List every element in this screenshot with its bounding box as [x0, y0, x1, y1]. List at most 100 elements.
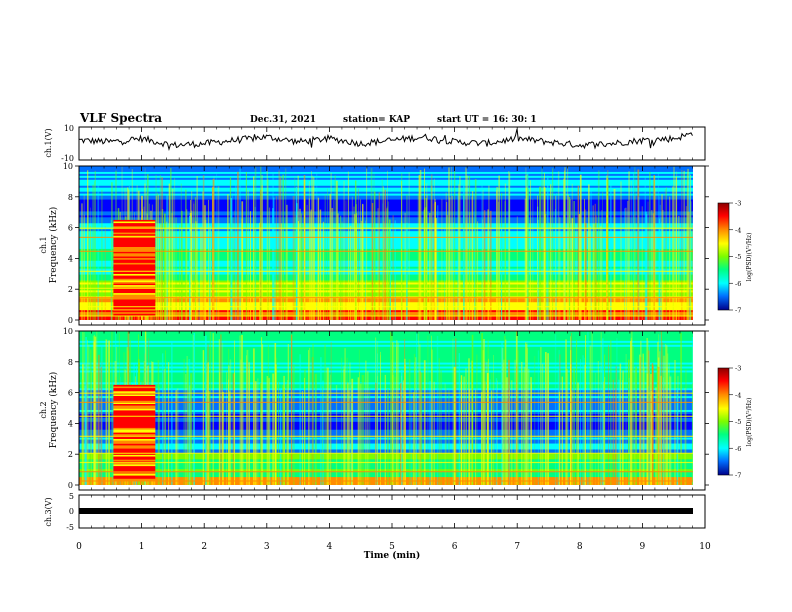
- spectrogram-streak: [317, 224, 319, 320]
- colorbar-tick-label: -5: [735, 418, 741, 426]
- ch1-ylabel: ch.1(V): [44, 128, 53, 157]
- spectrogram-burst: [113, 384, 156, 387]
- spectrogram-streak: [615, 365, 617, 485]
- spectrogram-streak: [412, 392, 415, 485]
- spectrogram-streak: [631, 340, 633, 485]
- spectrogram-burst: [113, 237, 156, 240]
- spectrogram-band: [79, 270, 693, 274]
- spectrogram-streak: [327, 188, 328, 320]
- spectrogram-band: [79, 370, 693, 374]
- spectrogram-streak: [575, 225, 577, 320]
- spectrogram-streak: [547, 353, 549, 485]
- spectrogram-band: [79, 380, 693, 383]
- spectrogram-streak: [504, 201, 506, 320]
- spectrogram-streak: [375, 382, 377, 485]
- spectrogram-streak: [468, 358, 470, 485]
- spectrogram-streak: [168, 362, 170, 485]
- spectrogram-streak: [228, 365, 230, 485]
- ch3-ylabel: ch.3(V): [44, 497, 53, 526]
- ch2-spectrogram: [79, 331, 693, 485]
- spectrogram-streak: [303, 179, 306, 320]
- spectrogram-streak: [433, 203, 435, 320]
- spectrogram-burst: [113, 229, 156, 232]
- spectrogram-streak: [384, 374, 386, 485]
- spectrogram-streak: [460, 375, 463, 485]
- spectrogram-streak: [286, 391, 288, 485]
- spectrogram-band: [79, 248, 693, 252]
- spectrogram-streak: [386, 206, 388, 320]
- spectrogram-streak: [642, 353, 644, 485]
- spectrogram-streak: [380, 351, 381, 485]
- spectrogram-streak: [465, 167, 467, 320]
- spectrogram-streak: [589, 345, 592, 485]
- spectrogram-streak: [688, 173, 691, 320]
- spectrogram-streak: [602, 381, 605, 485]
- spectrogram-band: [79, 288, 693, 291]
- spectrogram-streak: [200, 227, 202, 320]
- spectrogram-streak: [189, 216, 191, 320]
- spectrogram-streak: [458, 353, 460, 485]
- spectrogram-burst: [113, 412, 156, 415]
- freq-tick-label: 2: [68, 285, 73, 294]
- spectrogram-band: [79, 166, 693, 169]
- spectrogram-streak: [491, 372, 493, 485]
- spectrogram-streak: [267, 378, 270, 485]
- spectrogram-burst: [113, 278, 156, 281]
- spectrogram-streak: [219, 372, 221, 485]
- spectrogram-streak: [632, 215, 634, 320]
- spectrogram-burst: [113, 426, 156, 429]
- spectrogram-streak: [427, 335, 429, 485]
- spectrogram-streak: [312, 344, 314, 485]
- spectrogram-burst: [113, 478, 156, 481]
- spectrogram-streak: [83, 194, 85, 320]
- spectrogram-streak: [346, 357, 348, 485]
- spectrogram-streak: [208, 199, 209, 320]
- spectrogram-streak: [314, 226, 316, 320]
- spectrogram-streak: [425, 198, 427, 320]
- spectrogram-streak: [250, 211, 251, 320]
- spectrogram-band: [79, 471, 693, 474]
- spectrogram-streak: [188, 385, 191, 485]
- spectrogram-streak: [634, 167, 636, 320]
- spectrogram-streak: [286, 204, 288, 320]
- spectrogram-streak: [157, 194, 159, 320]
- spectrogram-band: [79, 340, 693, 344]
- spectrogram-band: [79, 402, 693, 405]
- spectrogram-streak: [597, 361, 599, 485]
- spectrogram-streak: [408, 172, 410, 320]
- spectrogram-streak: [426, 206, 427, 320]
- spectrogram-band: [79, 272, 693, 276]
- spectrogram-streak: [597, 192, 599, 320]
- spectrogram-streak: [578, 214, 580, 320]
- spectrogram-band: [79, 479, 693, 482]
- spectrogram-streak: [401, 173, 403, 320]
- spectrogram-streak: [100, 346, 103, 485]
- spectrogram-streak: [161, 209, 164, 320]
- spectrogram-band: [79, 419, 693, 423]
- spectrogram-streak: [508, 171, 510, 320]
- ch1-waveform-panel: 10 -10 ch.1(V): [44, 124, 706, 163]
- spectrogram-streak: [624, 208, 625, 320]
- spectrogram-streak: [541, 168, 543, 320]
- ch1-ytick-bottom: -10: [61, 154, 74, 163]
- spectrogram-streak: [343, 180, 345, 320]
- spectrogram-streak: [649, 345, 650, 485]
- spectrogram-streak: [436, 218, 437, 320]
- spectrogram-streak: [602, 338, 604, 485]
- spectrogram-streak: [351, 196, 353, 320]
- freq-tick-label: 6: [68, 224, 73, 233]
- spectrogram-streak: [285, 168, 287, 320]
- spectrogram-burst: [113, 272, 156, 275]
- spectrogram-streak: [321, 386, 323, 485]
- spectrogram-streak: [517, 350, 519, 485]
- spectrogram-streak: [554, 209, 556, 320]
- spectrogram-streak: [685, 206, 687, 320]
- spectrogram-streak: [82, 331, 84, 485]
- spectrogram-streak: [564, 167, 566, 320]
- spectrogram-streak: [447, 215, 449, 320]
- spectrogram-streak: [625, 354, 627, 485]
- spectrogram-streak: [484, 381, 486, 485]
- spectrogram-streak: [161, 177, 163, 320]
- spectrogram-streak: [171, 342, 173, 485]
